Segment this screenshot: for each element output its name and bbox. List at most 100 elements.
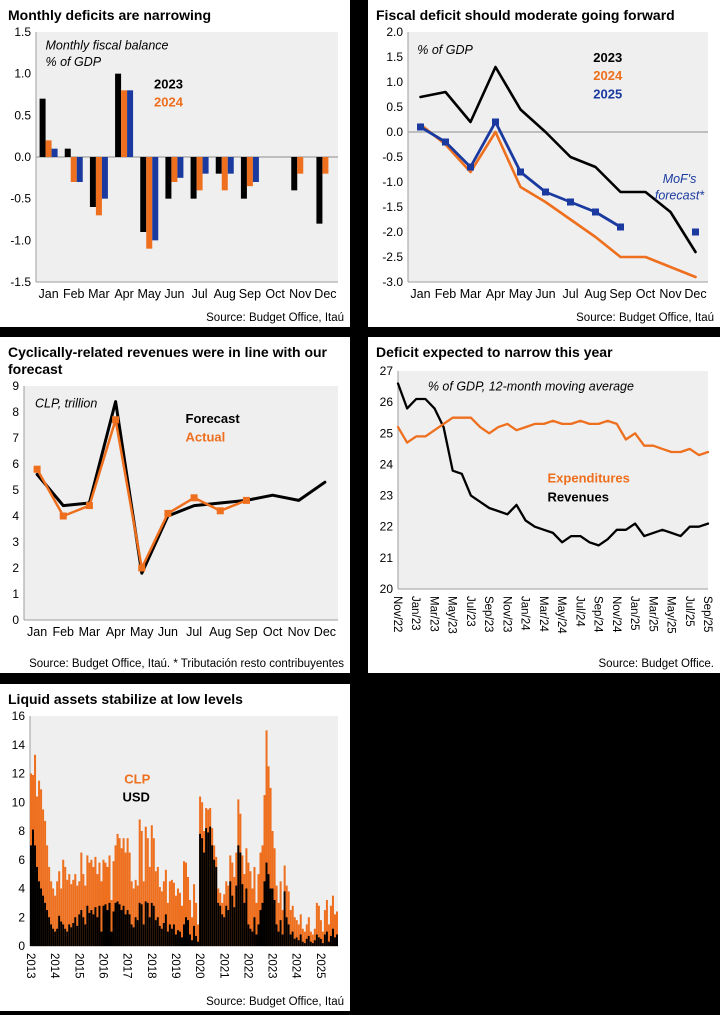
svg-text:Mar/25: Mar/25 (646, 596, 658, 632)
svg-text:Actual: Actual (186, 430, 226, 445)
svg-text:Monthly fiscal balance: Monthly fiscal balance (46, 39, 169, 53)
svg-text:14: 14 (12, 738, 26, 752)
svg-text:-1.5: -1.5 (10, 275, 31, 289)
svg-text:27: 27 (380, 364, 394, 378)
svg-text:% of GDP, 12-month moving aver: % of GDP, 12-month moving average (428, 380, 634, 394)
svg-text:Mar: Mar (460, 287, 482, 301)
svg-text:Sep: Sep (609, 287, 631, 301)
svg-text:Apr: Apr (106, 625, 125, 639)
svg-text:2023: 2023 (154, 77, 183, 92)
svg-text:Jun: Jun (158, 625, 178, 639)
svg-text:Jul: Jul (563, 287, 579, 301)
svg-text:Dec: Dec (684, 287, 706, 301)
svg-text:% of GDP: % of GDP (46, 55, 102, 69)
chart-title-liquid-assets: Liquid assets stabilize at low levels (8, 691, 243, 707)
svg-text:Feb: Feb (63, 287, 85, 301)
chart-cyclical-revenues: 9 8 7 6 5 4 3 2 1 0 Jan Feb Mar Apr May Jun Jul Aug Sep Oct… (12, 380, 338, 639)
svg-text:25: 25 (380, 426, 394, 440)
svg-text:Jun: Jun (535, 287, 555, 301)
chart-source-deficit-narrow: Source: Budget Office. (598, 658, 715, 670)
svg-text:forecast*: forecast* (655, 189, 705, 203)
svg-text:0.0: 0.0 (14, 150, 31, 164)
svg-text:1.5: 1.5 (14, 26, 31, 39)
svg-text:-3.0: -3.0 (382, 275, 403, 289)
svg-text:May/25: May/25 (665, 596, 677, 634)
svg-text:CLP, trillion: CLP, trillion (35, 397, 97, 411)
svg-text:2015: 2015 (72, 953, 84, 979)
svg-text:Forecast: Forecast (186, 411, 241, 426)
svg-text:2022: 2022 (241, 953, 253, 979)
svg-text:8: 8 (12, 405, 19, 419)
svg-text:2: 2 (18, 910, 25, 924)
svg-text:May: May (130, 625, 154, 639)
svg-text:5: 5 (12, 483, 19, 497)
svg-text:1: 1 (12, 587, 19, 601)
svg-text:2025: 2025 (314, 953, 326, 979)
svg-text:Oct: Oct (636, 287, 656, 301)
svg-text:2024: 2024 (154, 95, 184, 110)
svg-text:Nov/23: Nov/23 (500, 596, 512, 632)
svg-text:16: 16 (12, 710, 26, 723)
svg-text:May: May (509, 287, 533, 301)
svg-text:Sep/24: Sep/24 (592, 596, 604, 633)
svg-text:2016: 2016 (96, 953, 108, 979)
svg-text:Mar: Mar (79, 625, 101, 639)
svg-text:2024: 2024 (593, 68, 623, 83)
chart-title-deficit-narrow: Deficit expected to narrow this year (376, 344, 613, 360)
svg-text:1.0: 1.0 (14, 67, 31, 81)
svg-text:2023: 2023 (593, 50, 622, 65)
svg-text:Sep: Sep (235, 625, 257, 639)
svg-text:Apr: Apr (114, 287, 133, 301)
svg-text:Dec: Dec (314, 287, 336, 301)
svg-text:Sep/25: Sep/25 (701, 596, 713, 632)
svg-text:3: 3 (12, 535, 19, 549)
svg-text:22: 22 (380, 520, 394, 534)
svg-text:Jul: Jul (186, 625, 202, 639)
svg-text:6: 6 (18, 853, 25, 867)
svg-text:-1.0: -1.0 (10, 233, 31, 247)
svg-text:Nov/24: Nov/24 (610, 596, 622, 633)
svg-text:Jul/25: Jul/25 (683, 596, 695, 627)
svg-text:Dec: Dec (314, 625, 336, 639)
svg-text:CLP: CLP (124, 771, 150, 786)
svg-text:10: 10 (12, 795, 26, 809)
svg-text:-0.5: -0.5 (382, 150, 403, 164)
svg-text:-1.5: -1.5 (382, 200, 403, 214)
svg-text:Aug: Aug (584, 287, 606, 301)
svg-text:Jun: Jun (164, 287, 184, 301)
svg-text:2: 2 (12, 561, 19, 575)
svg-text:2014: 2014 (48, 953, 60, 979)
svg-text:0: 0 (18, 939, 25, 953)
svg-text:Oct: Oct (265, 287, 285, 301)
svg-text:May/24: May/24 (555, 596, 567, 634)
svg-text:2017: 2017 (121, 953, 133, 979)
svg-text:Jul: Jul (192, 287, 208, 301)
svg-text:-2.5: -2.5 (382, 250, 403, 264)
svg-text:Aug: Aug (214, 287, 236, 301)
chart-fiscal-deficit-forward: 2.0 1.5 1.0 0.5 0.0 -0.5 -1.0 -1.5 -2.0 -2.5 -3.0 J… (382, 26, 708, 301)
chart-source-monthly-deficits: Source: Budget Office, Itaú (206, 312, 344, 324)
svg-text:2020: 2020 (193, 953, 205, 979)
svg-text:20: 20 (380, 582, 394, 596)
svg-text:Nov: Nov (659, 287, 682, 301)
svg-text:23: 23 (380, 489, 394, 503)
svg-text:0: 0 (12, 613, 19, 627)
svg-text:-1.0: -1.0 (382, 175, 403, 189)
svg-text:2.0: 2.0 (386, 26, 403, 39)
svg-text:Expenditures: Expenditures (548, 471, 630, 486)
svg-text:Aug: Aug (209, 625, 231, 639)
svg-text:2025: 2025 (593, 86, 622, 101)
svg-text:Jan: Jan (27, 625, 47, 639)
svg-text:May/23: May/23 (446, 596, 458, 634)
chart-title-fiscal-deficit: Fiscal deficit should moderate going for… (376, 7, 675, 23)
svg-text:4: 4 (18, 882, 25, 896)
svg-text:7: 7 (12, 431, 19, 445)
chart-title-monthly-deficits: Monthly deficits are narrowing (8, 7, 212, 23)
svg-text:2021: 2021 (217, 953, 229, 979)
svg-text:Mar: Mar (88, 287, 110, 301)
svg-text:MoF's: MoF's (663, 172, 697, 186)
svg-text:USD: USD (123, 790, 150, 805)
